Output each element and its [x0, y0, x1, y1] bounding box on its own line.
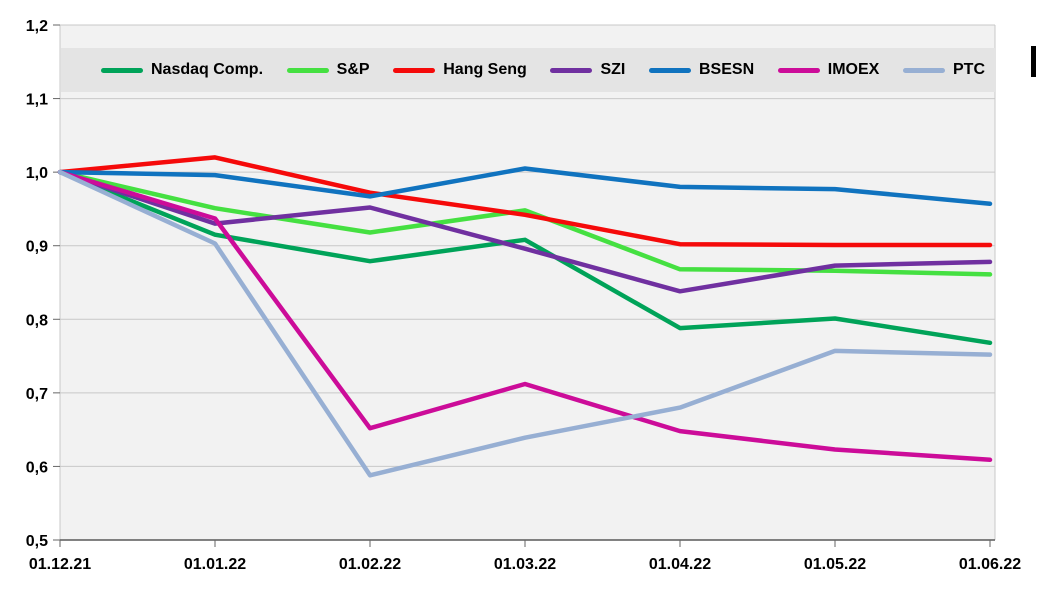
y-axis-labels: 1,2 1,1 1,0 0,9 0,8 0,7 0,6 0,5: [26, 18, 48, 550]
legend-label: Nasdaq Comp.: [151, 61, 264, 78]
legend-swatch-icon: [101, 67, 143, 73]
y-axis-tick-label: 0,6: [26, 459, 48, 476]
legend-item-imoex: IMOEX: [777, 61, 880, 79]
series-line-szi: [57, 169, 993, 294]
legend-item-szi: SZI: [550, 61, 625, 79]
y-axis-tick-label: 1,1: [26, 92, 48, 109]
legend-label: IMOEX: [827, 61, 880, 78]
series-line-s-p: [57, 169, 993, 277]
legend-label: PTC: [953, 61, 985, 78]
series-line-bsesn: [57, 166, 993, 207]
legend-label: SZI: [600, 61, 626, 78]
x-axis-tick-label: 01.06.22: [959, 556, 1021, 573]
x-axis-tick-label: 01.01.22: [184, 556, 246, 573]
legend-label: BSESN: [699, 61, 755, 78]
legend-item-hang-seng: Hang Seng: [393, 61, 527, 79]
y-axis-tick-label: 1,2: [26, 18, 48, 35]
y-axis-tick-label: 0,9: [26, 239, 48, 256]
series-line-nasdaq-comp-: [57, 169, 993, 346]
y-axis-tick-label: 1,0: [26, 165, 48, 182]
legend-item-s-p: S&P: [286, 61, 370, 79]
x-axis-tick-label: 01.04.22: [649, 556, 711, 573]
axis-ticks: [53, 24, 995, 547]
window-edge-artifact: [1031, 46, 1036, 77]
legend-swatch-icon: [777, 67, 820, 73]
series-line-imoex: [57, 169, 993, 463]
x-axis-labels: 01.12.21 01.01.22 01.02.22 01.03.22 01.04.22…: [29, 556, 1021, 573]
legend-item-ptc: PTC: [903, 61, 985, 79]
legend-swatch-icon: [649, 67, 691, 73]
legend-label: S&P: [336, 61, 370, 78]
legend-label: Hang Seng: [443, 61, 527, 78]
plot-area: [60, 25, 995, 540]
x-axis-tick-label: 01.02.22: [339, 556, 401, 573]
series-line-hang-seng: [57, 155, 993, 248]
legend-item-nasdaq-comp-: Nasdaq Comp.: [101, 61, 263, 79]
legend: Nasdaq Comp. S&P Hang Seng SZI BSESN IMOEX PTC: [61, 48, 995, 92]
series-line-ptc: [57, 169, 993, 478]
y-axis-tick-label: 0,8: [26, 312, 48, 329]
legend-swatch-icon: [550, 67, 593, 73]
x-axis-tick-label: 01.05.22: [804, 556, 866, 573]
x-axis-tick-label: 01.12.21: [29, 556, 91, 573]
series-lines: [57, 155, 993, 478]
y-axis-tick-label: 0,7: [26, 386, 48, 403]
legend-swatch-icon: [393, 67, 436, 73]
legend-item-bsesn: BSESN: [649, 61, 754, 79]
legend-swatch-icon: [903, 67, 945, 73]
legend-swatch-icon: [286, 67, 329, 73]
y-axis-tick-label: 0,5: [26, 533, 48, 550]
x-axis-tick-label: 01.03.22: [494, 556, 556, 573]
